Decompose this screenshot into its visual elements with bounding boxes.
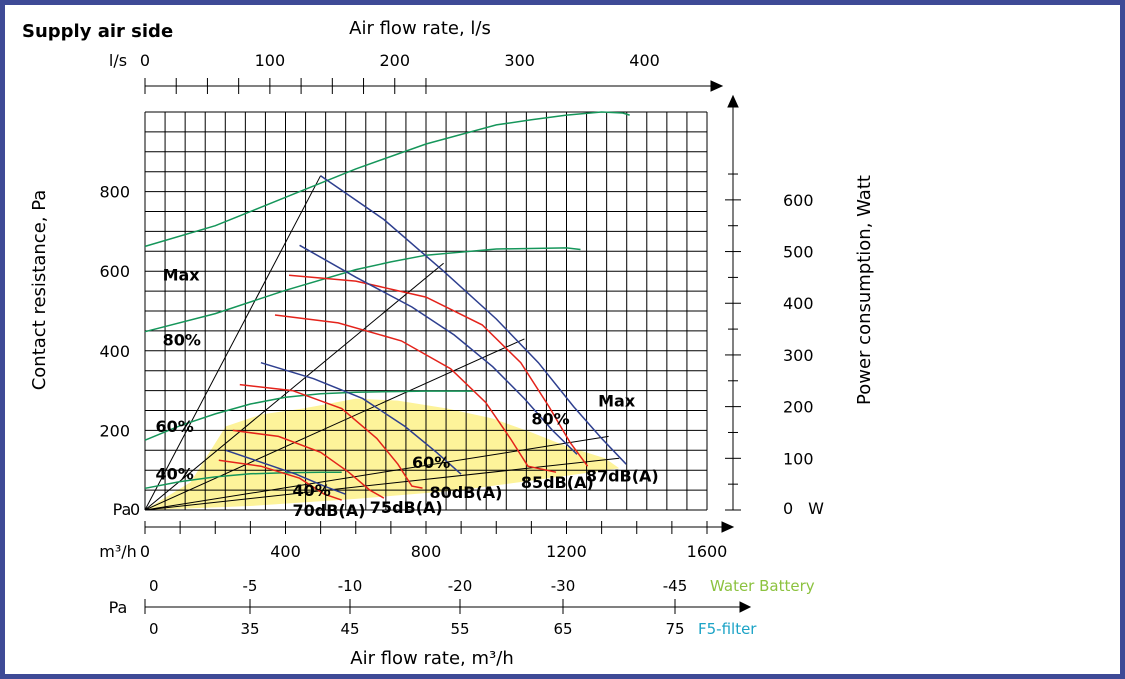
axis-ticks [144, 78, 741, 614]
right-axis-title: Power consumption, Watt [854, 175, 875, 405]
sound-label: 70dB(A) [293, 501, 366, 520]
curve-label: 40% [156, 464, 194, 483]
pressure-axis-unit: Pa [109, 598, 128, 617]
tick-labels: 0 100 200 300 400 0 400 800 1200 1600 0 200 400 600 80… [99, 51, 813, 638]
filter-tick: 0 [149, 620, 159, 638]
chart-title: Supply air side [22, 21, 173, 42]
sound-curve-70dba [218, 459, 342, 501]
filter-tick: 75 [665, 620, 684, 638]
water-battery-label: Water Battery [710, 577, 815, 595]
operating-area [145, 398, 620, 510]
sound-label: 75dB(A) [370, 498, 443, 517]
right-tick-label: 400 [783, 294, 814, 313]
top-axis-arrow [710, 80, 724, 92]
right-tick-label: 300 [783, 346, 814, 365]
left-tick-label: 200 [99, 421, 130, 440]
bottom-axis-title: Air flow rate, m³/h [350, 648, 513, 669]
power-curves [144, 111, 630, 490]
filter-tick: 35 [240, 620, 259, 638]
fan-label: 80% [531, 409, 569, 428]
curve-label: 80% [163, 331, 201, 350]
power-curve-40pct [144, 471, 342, 490]
bottom-tick-label: 1600 [687, 542, 728, 561]
fan-label: 60% [412, 453, 450, 472]
sound-label: 87dB(A) [586, 466, 659, 485]
left-axis-unit: Pa [113, 500, 132, 519]
fan-label: 40% [293, 481, 331, 500]
left-tick-label: 0 [130, 500, 140, 519]
sound-label: 85dB(A) [521, 473, 594, 492]
right-tick-label: 200 [783, 398, 814, 417]
system-lines [145, 175, 620, 510]
system-line [145, 338, 525, 510]
right-axis-arrow [727, 94, 739, 108]
top-axis-title: Air flow rate, l/s [349, 18, 491, 39]
system-line [145, 262, 444, 510]
fan-curves [225, 175, 627, 495]
axes [145, 80, 752, 613]
sound-label: 80dB(A) [430, 483, 503, 502]
top-tick-label: 300 [504, 51, 535, 70]
water-battery-tick: -10 [338, 577, 363, 595]
bottom-tick-label: 400 [270, 542, 301, 561]
water-battery-tick: -30 [551, 577, 576, 595]
bottom-axis-unit: m³/h [99, 542, 137, 561]
fan-curve-max [320, 175, 627, 465]
operating-area-shape [145, 398, 620, 510]
power-curve-max [144, 111, 630, 248]
water-battery-tick: -45 [663, 577, 688, 595]
top-axis-unit: l/s [109, 51, 127, 70]
right-tick-label: 0 [783, 499, 793, 518]
right-tick-label: 500 [783, 243, 814, 262]
system-line [145, 175, 322, 510]
filter-tick: 55 [450, 620, 469, 638]
sound-curve-80dba [239, 383, 423, 489]
sound-curve-85dba [274, 314, 557, 473]
chart-grid [144, 111, 708, 511]
curve-labels: Max 80% 60% 40% Max 80% 60% 40% 87dB(A)85dB(A) 80… [156, 265, 659, 520]
curve-label: 60% [156, 417, 194, 436]
pressure-axis-arrow [739, 601, 752, 613]
filter-label: F5-filter [698, 620, 757, 638]
fan-curve-40pct [225, 449, 346, 495]
bottom-tick-label: 800 [411, 542, 442, 561]
left-tick-label: 400 [99, 342, 130, 361]
right-axis-unit: W [808, 499, 824, 518]
system-line [145, 457, 620, 510]
top-tick-label: 400 [629, 51, 660, 70]
filter-tick: 65 [553, 620, 572, 638]
water-battery-tick: -20 [448, 577, 473, 595]
bottom-tick-label: 0 [140, 542, 150, 561]
fan-curve-60pct [260, 361, 462, 475]
left-axis-title: Contact resistance, Pa [29, 190, 50, 391]
power-curve-60pct [144, 390, 476, 441]
right-tick-label: 600 [783, 191, 814, 210]
top-tick-label: 0 [140, 51, 150, 70]
right-tick-label: 100 [783, 449, 814, 468]
water-battery-tick: 0 [149, 577, 159, 595]
curve-label: Max [163, 265, 201, 284]
bottom-axis-arrow [721, 521, 735, 533]
filter-tick: 45 [340, 620, 359, 638]
water-battery-tick: -5 [243, 577, 258, 595]
top-tick-label: 200 [379, 51, 410, 70]
left-tick-label: 800 [99, 183, 130, 202]
fan-curve-80pct [299, 244, 578, 455]
system-line [145, 435, 609, 510]
top-tick-label: 100 [255, 51, 286, 70]
left-tick-label: 600 [99, 262, 130, 281]
bottom-tick-label: 1200 [546, 542, 587, 561]
fan-label: Max [598, 392, 636, 411]
power-curve-80pct [144, 247, 581, 333]
sound-curve-75dba [232, 429, 385, 499]
